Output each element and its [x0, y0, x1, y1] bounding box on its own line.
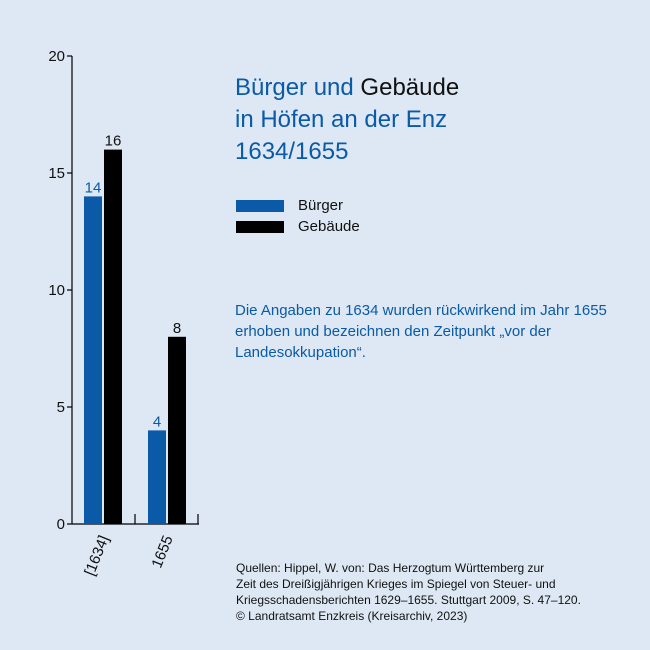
bar-value-label: 14 [85, 179, 102, 196]
title-buerger: Bürger und [235, 74, 354, 101]
y-tick-label: 5 [57, 399, 65, 416]
source-line: © Landratsamt Enzkreis (Kreisarchiv, 202… [236, 609, 468, 623]
chart-title: Bürger und Gebäude in Höfen an der Enz 1… [235, 72, 459, 168]
title-line-3: 1634/1655 [235, 138, 349, 165]
legend-label-gebaeude: Gebäude [298, 218, 360, 235]
source-line: Zeit des Dreißigjährigen Krieges im Spie… [236, 577, 556, 591]
legend: Bürger Gebäude [236, 195, 360, 237]
bar-buerger [84, 196, 102, 524]
legend-swatch-gebaeude [236, 220, 284, 233]
y-tick-label: 0 [57, 516, 65, 533]
y-tick-label: 10 [48, 282, 65, 299]
legend-item-gebaeude: Gebäude [236, 216, 360, 237]
bar-value-label: 4 [153, 413, 161, 430]
source-line: Quellen: Hippel, W. von: Das Herzogtum W… [236, 561, 545, 575]
bar-gebaeude [168, 336, 186, 524]
title-gebaeude: Gebäude [360, 74, 460, 101]
y-tick-label: 20 [48, 48, 65, 65]
bar-value-label: 16 [105, 133, 122, 150]
annotation-note: Die Angaben zu 1634 wurden rückwirkend i… [235, 302, 607, 361]
y-tick-label: 15 [48, 165, 65, 182]
x-category-label: 1655 [148, 533, 176, 570]
legend-item-buerger: Bürger [236, 195, 360, 216]
x-category-label: [1634] [81, 533, 112, 578]
legend-label-buerger: Bürger [298, 197, 344, 214]
bar-gebaeude [104, 149, 122, 524]
source-line: Kriegsschadensberichten 1629–1655. Stutt… [236, 593, 581, 607]
bar-buerger [148, 430, 166, 524]
sources: Quellen: Hippel, W. von: Das Herzogtum W… [236, 560, 636, 624]
title-line-2: in Höfen an der Enz [235, 106, 448, 133]
bar-value-label: 8 [173, 320, 181, 337]
legend-swatch-buerger [236, 199, 284, 212]
